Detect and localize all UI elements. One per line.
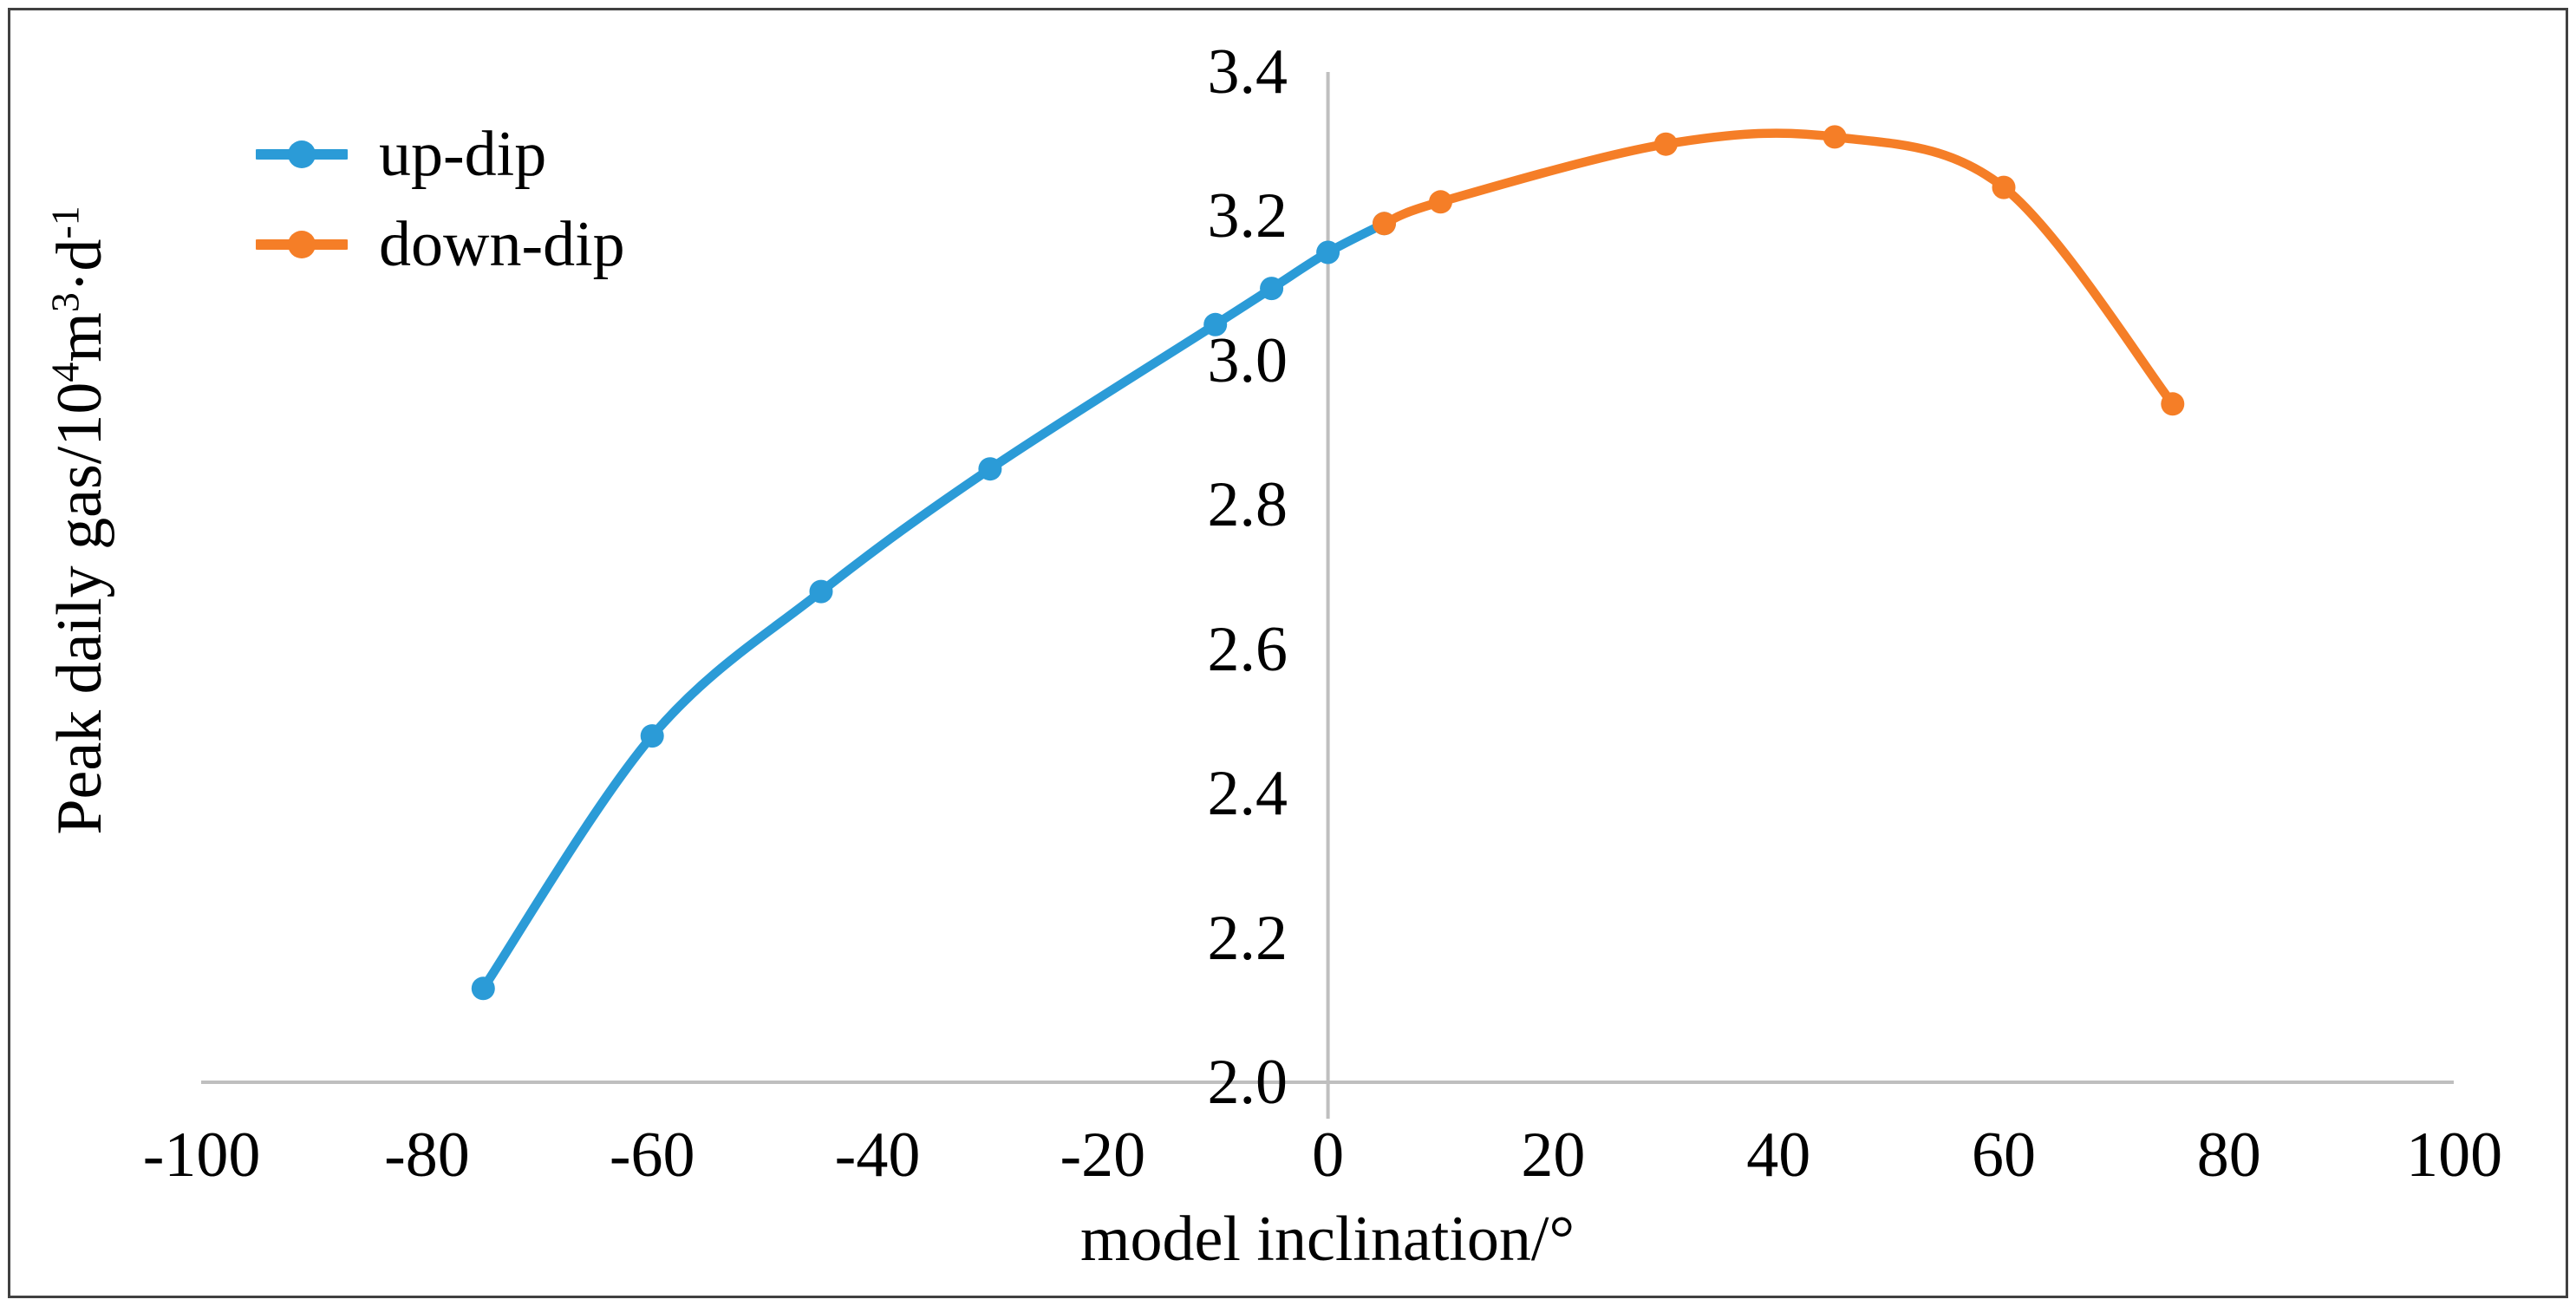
y-tick-label: 3.2 (1207, 180, 1288, 252)
x-tick-label: -20 (1060, 1120, 1146, 1191)
y-axis-title: Peak daily gas/104m3·d-1 (42, 206, 117, 834)
x-tick-label: 20 (1521, 1120, 1586, 1191)
line-marker-icon (256, 231, 348, 258)
y-tick-label: 2.4 (1207, 758, 1288, 830)
x-axis-title: model inclination/° (1079, 1204, 1575, 1275)
legend-entry-up-dip: up-dip (256, 109, 625, 199)
legend-label-up-dip: up-dip (379, 118, 547, 190)
x-tick-label: 40 (1746, 1120, 1811, 1191)
series-up-dip-marker (471, 976, 495, 1001)
y-axis-title-superscript: 3 (42, 292, 88, 313)
series-down-dip-marker (1653, 132, 1678, 156)
legend-entry-down-dip: down-dip (256, 199, 625, 290)
series-up-dip-marker (1203, 312, 1228, 336)
series-down-dip-marker (1823, 125, 1847, 149)
series-up-dip-marker (1316, 240, 1340, 264)
y-tick-label: 2.6 (1207, 613, 1288, 685)
y-axis-title-text: ·d (44, 238, 115, 293)
x-tick-label: -40 (834, 1120, 921, 1191)
y-axis-title-superscript: -1 (42, 206, 88, 239)
y-tick-label: 2.2 (1207, 902, 1288, 974)
x-tick-label: -100 (142, 1120, 261, 1191)
y-axis-title-text: Peak daily gas/10 (44, 382, 115, 835)
x-tick-label: -80 (384, 1120, 470, 1191)
legend: up-dip down-dip (256, 109, 625, 290)
y-tick-label: 3.0 (1207, 324, 1288, 396)
y-tick-label: 2.0 (1207, 1047, 1288, 1118)
series-up-dip-marker (978, 457, 1002, 481)
series-up-dip-marker (1260, 277, 1284, 301)
series-down-dip-marker (1992, 175, 2016, 199)
x-tick-label: 0 (1312, 1120, 1345, 1191)
series-up-dip-marker (809, 579, 833, 604)
series-up-dip-marker (640, 724, 664, 748)
x-tick-label: -60 (609, 1120, 695, 1191)
x-tick-label: 80 (2196, 1120, 2261, 1191)
x-tick-label: 100 (2406, 1120, 2503, 1191)
x-tick-label: 60 (1972, 1120, 2036, 1191)
series-down-dip-line (1379, 128, 2178, 409)
y-tick-label: 2.8 (1207, 469, 1288, 541)
y-tick-label: 3.4 (1207, 36, 1288, 108)
legend-label-down-dip: down-dip (379, 208, 625, 280)
line-marker-icon (256, 140, 348, 168)
series-down-dip-marker (1373, 212, 1396, 236)
series-down-dip-marker (1429, 190, 1452, 214)
y-axis-title-superscript: 4 (42, 362, 88, 382)
y-axis-title-text: m (44, 312, 115, 362)
series-down-dip-marker (2161, 392, 2185, 416)
